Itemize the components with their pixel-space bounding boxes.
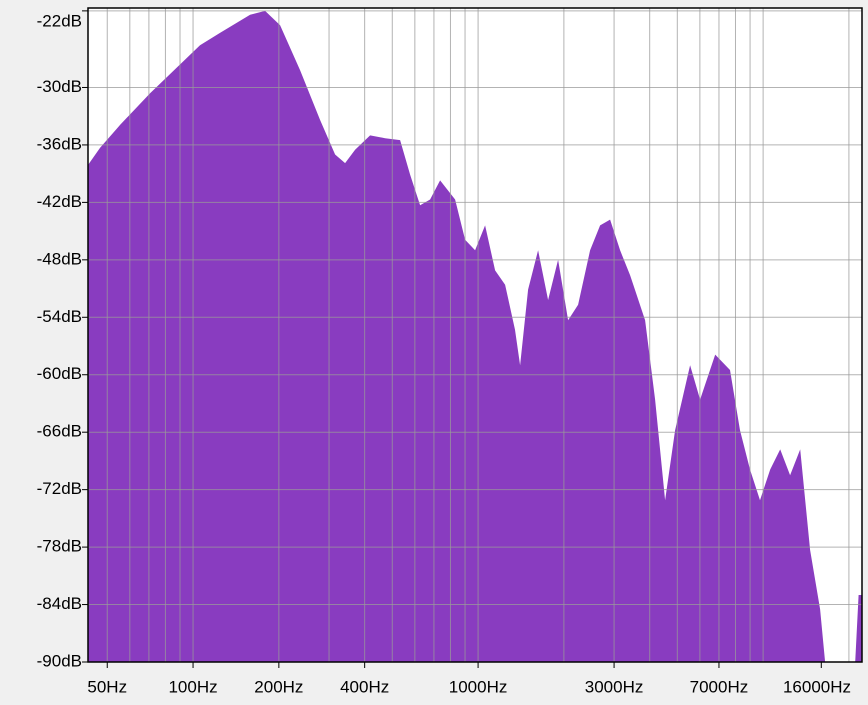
y-tick-label: -72dB — [37, 479, 82, 498]
y-tick-label: -66dB — [37, 422, 82, 441]
plot-border — [87, 7, 863, 663]
x-tick-label: 400Hz — [340, 677, 389, 696]
y-tick-label: -84dB — [37, 594, 82, 613]
y-tick-label: -78dB — [37, 537, 82, 556]
y-tick-label: -22dB — [37, 11, 82, 30]
y-tick-label: -60dB — [37, 364, 82, 383]
x-tick-label: 50Hz — [87, 677, 127, 696]
y-tick-label: -30dB — [37, 77, 82, 96]
x-tick-label: 200Hz — [254, 677, 303, 696]
y-tick-label: -90dB — [37, 651, 82, 670]
x-tick-label: 7000Hz — [690, 677, 749, 696]
x-tick-label: 1000Hz — [449, 677, 508, 696]
x-tick-label: 3000Hz — [585, 677, 644, 696]
spectrum-area — [88, 10, 862, 662]
y-tick-label: -54dB — [37, 307, 82, 326]
y-tick-label: -48dB — [37, 249, 82, 268]
x-tick-label: 16000Hz — [783, 677, 851, 696]
y-tick-label: -42dB — [37, 192, 82, 211]
x-tick-label: 100Hz — [168, 677, 217, 696]
y-tick-label: -36dB — [37, 134, 82, 153]
